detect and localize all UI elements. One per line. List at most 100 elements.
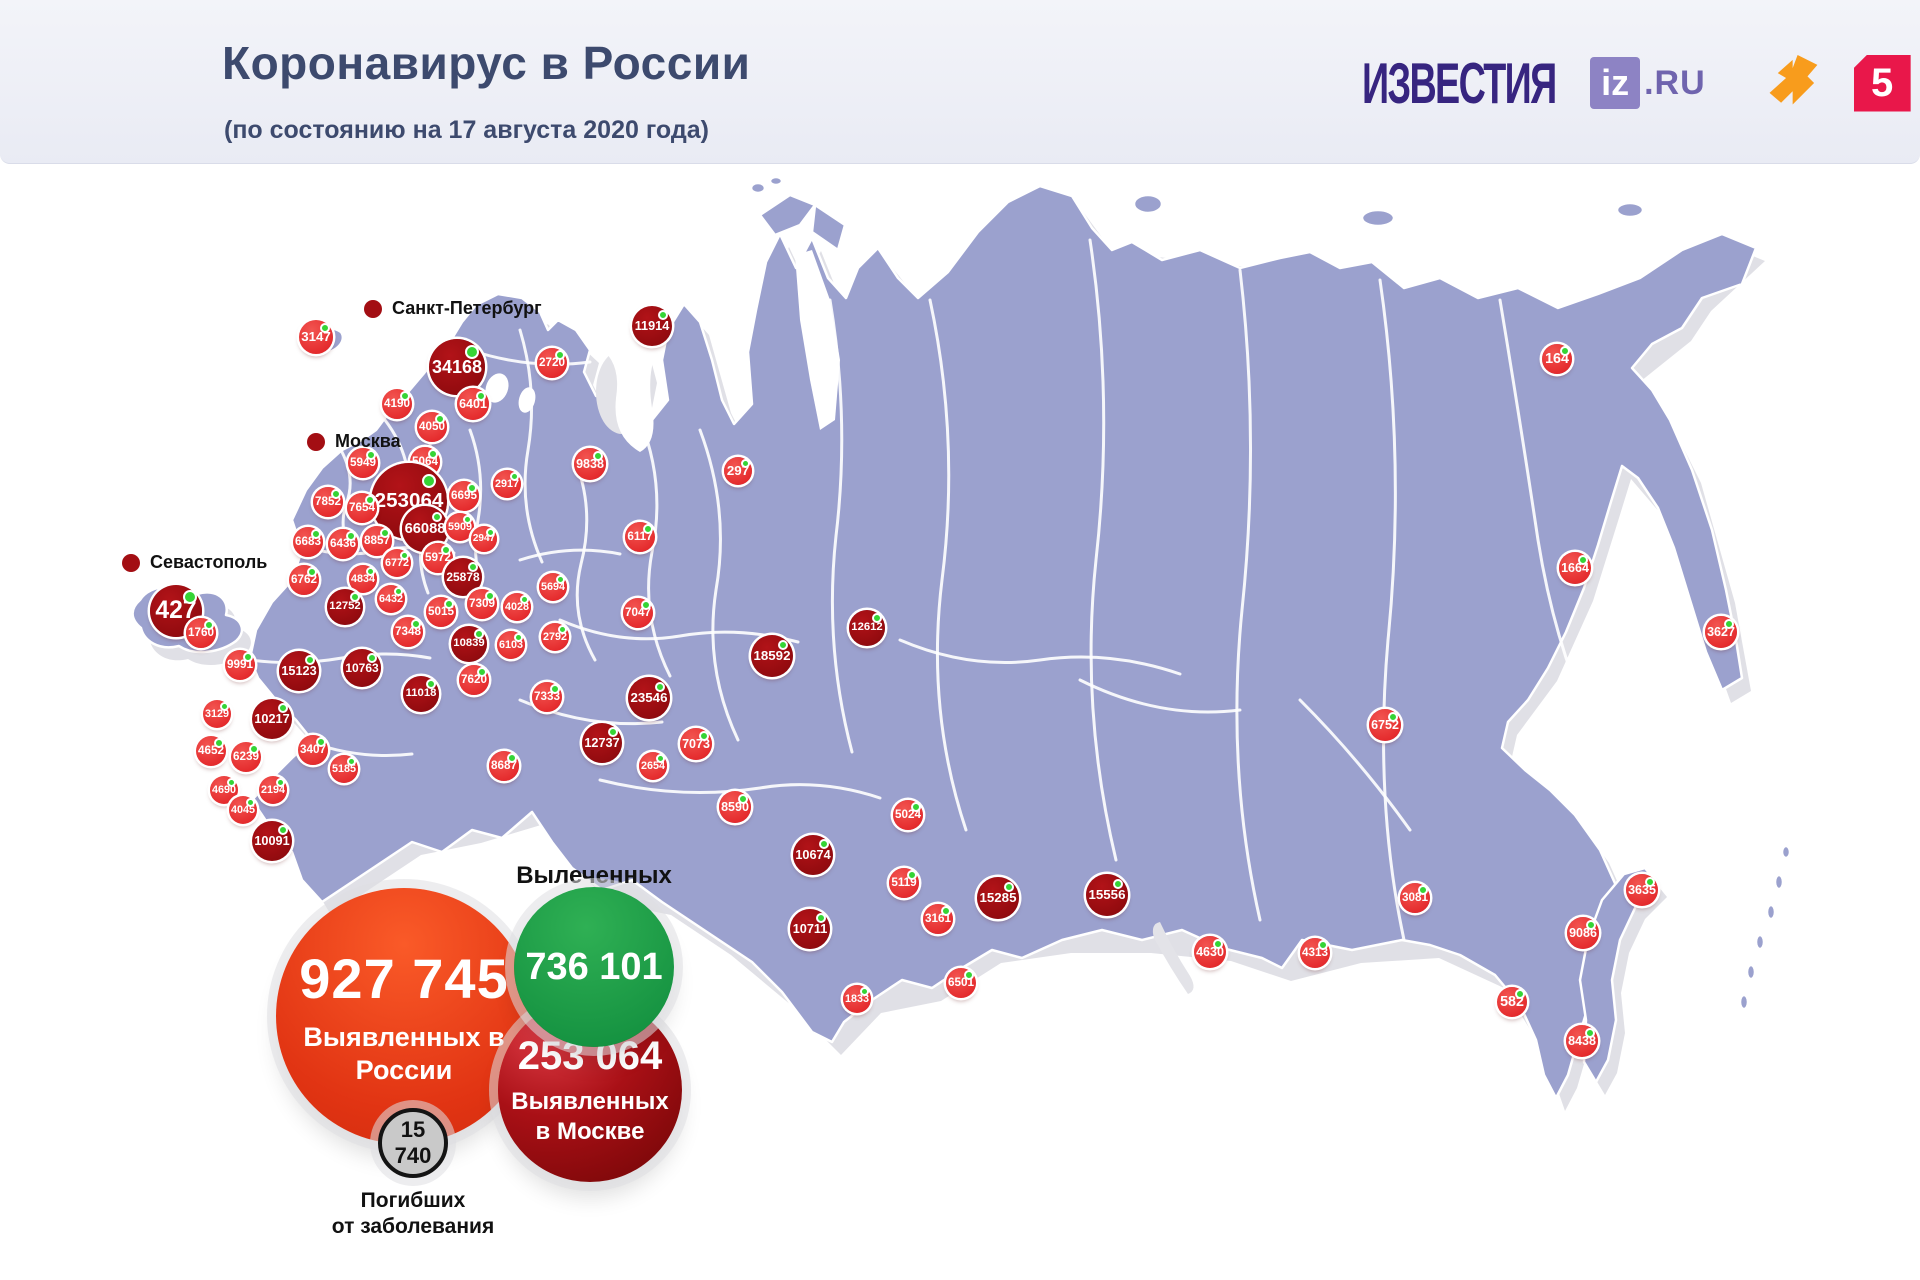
region-bubble: 582	[1497, 987, 1527, 1017]
region-bubble: 18592	[751, 635, 793, 677]
region-bubble: 5694	[539, 573, 567, 601]
region-bubble: 5185	[330, 755, 358, 783]
recovered-dot-icon	[365, 495, 375, 505]
recovered-dot-icon	[816, 913, 826, 923]
region-bubble: 10674	[793, 835, 833, 875]
recovered-dot-icon	[246, 798, 255, 807]
region-bubble: 4050	[417, 412, 447, 442]
recovered-label: Вылеченных	[516, 862, 672, 889]
region-bubble: 5119	[889, 868, 919, 898]
recovered-dot-icon	[1004, 882, 1014, 892]
recovered-dot-icon	[1418, 885, 1428, 895]
region-bubble: 7047	[623, 598, 653, 628]
region-bubble: 1760	[186, 618, 216, 648]
region-bubble: 3081	[1400, 883, 1430, 913]
page-subtitle: (по состоянию на 17 августа 2020 года)	[224, 116, 709, 144]
region-bubble: 15123	[279, 651, 319, 691]
recovered-dot-icon	[1578, 555, 1588, 565]
recovered-dot-icon	[400, 391, 410, 401]
recovered-dot-icon	[514, 633, 523, 642]
recovered-dot-icon	[477, 667, 487, 677]
recovered-dot-icon	[555, 350, 565, 360]
region-bubble: 10763	[343, 649, 381, 687]
region-bubble: 6401	[457, 388, 489, 420]
region-bubble: 5909	[446, 513, 474, 541]
recovered-dot-icon	[1586, 920, 1596, 930]
region-bubble: 3635	[1626, 874, 1658, 906]
header-band: Коронавирус в России (по состоянию на 17…	[0, 0, 1920, 164]
region-bubble: 4045	[229, 796, 257, 824]
region-bubble: 3161	[923, 904, 953, 934]
novaya-zemlya-2	[810, 203, 847, 252]
recovered-dot-icon	[1318, 940, 1328, 950]
region-bubble: 4834	[349, 565, 377, 593]
recovered-dot-icon	[507, 753, 517, 763]
ren-tv-logo-icon	[1769, 54, 1818, 105]
city-dot-icon	[307, 432, 325, 451]
region-bubble: 7333	[532, 682, 562, 712]
region-bubble: 34168	[429, 339, 485, 395]
recovered-bubble: 736 101	[514, 887, 674, 1047]
region-bubble: 4028	[503, 593, 531, 621]
recovered-dot-icon	[476, 391, 486, 401]
recovered-dot-icon	[243, 652, 253, 662]
recovered-dot-icon	[911, 802, 921, 812]
recovered-dot-icon	[204, 620, 214, 630]
recovered-dot-icon	[964, 970, 974, 980]
city-label-Москва: Москва	[307, 431, 401, 452]
region-bubble: 6762	[289, 565, 319, 595]
recovered-dot-icon	[741, 459, 750, 468]
region-bubble: 12752	[327, 589, 363, 625]
region-bubble: 12612	[849, 610, 885, 646]
region-bubble: 15556	[1086, 874, 1128, 916]
region-bubble: 10711	[790, 909, 830, 949]
recovered-dot-icon	[520, 595, 529, 604]
recovered-dot-icon	[1213, 939, 1223, 949]
region-bubble: 10217	[252, 699, 292, 739]
region-bubble: 15285	[977, 877, 1019, 919]
recovered-dot-icon	[860, 987, 869, 996]
region-bubble: 9838	[574, 448, 606, 480]
recovered-dot-icon	[331, 489, 341, 499]
recovered-dot-icon	[656, 754, 665, 763]
recovered-dot-icon	[394, 587, 403, 596]
recovered-dot-icon	[778, 640, 788, 650]
recovered-dot-icon	[346, 531, 356, 541]
region-bubble: 6501	[946, 968, 976, 998]
recovered-dot-icon	[311, 529, 321, 539]
region-bubble: 6117	[625, 522, 655, 552]
recovered-dot-icon	[485, 591, 495, 601]
total-detected-russia-bubble: 927 745 Выявленных в России	[276, 888, 532, 1144]
region-bubble: 1833	[843, 985, 871, 1013]
recovered-dot-icon	[441, 545, 451, 555]
region-bubble: 8857	[362, 526, 392, 556]
recovered-dot-icon	[1515, 989, 1525, 999]
recovered-dot-icon	[467, 483, 477, 493]
region-bubble: 4313	[1300, 938, 1330, 968]
sakhalin	[1578, 866, 1660, 1084]
izvestia-logo: ИЗВЕСТИЯ	[1362, 50, 1557, 116]
region-bubble: 164	[1542, 344, 1572, 374]
new-siberian-islands	[1360, 208, 1396, 228]
region-bubble: 4652	[196, 736, 226, 766]
region-bubble: 4630	[1194, 936, 1226, 968]
franz-josef-land	[749, 181, 767, 195]
recovered-dot-icon	[550, 684, 560, 694]
recovered-dot-icon	[655, 682, 665, 692]
recovered-dot-icon	[320, 323, 330, 333]
recovered-dot-icon	[347, 757, 356, 766]
recovered-dot-icon	[367, 653, 377, 663]
recovered-dot-icon	[593, 451, 603, 461]
page-title: Коронавирус в России	[222, 37, 751, 89]
recovered-dot-icon	[422, 474, 436, 488]
region-bubble: 6695	[449, 481, 479, 511]
recovered-dot-icon	[1388, 712, 1398, 722]
recovered-dot-icon	[220, 702, 229, 711]
region-bubble: 3407	[298, 735, 328, 765]
region-bubble: 6752	[1369, 709, 1401, 741]
recovered-dot-icon	[641, 600, 651, 610]
recovered-dot-icon	[658, 310, 668, 320]
region-bubble: 6432	[377, 585, 405, 613]
